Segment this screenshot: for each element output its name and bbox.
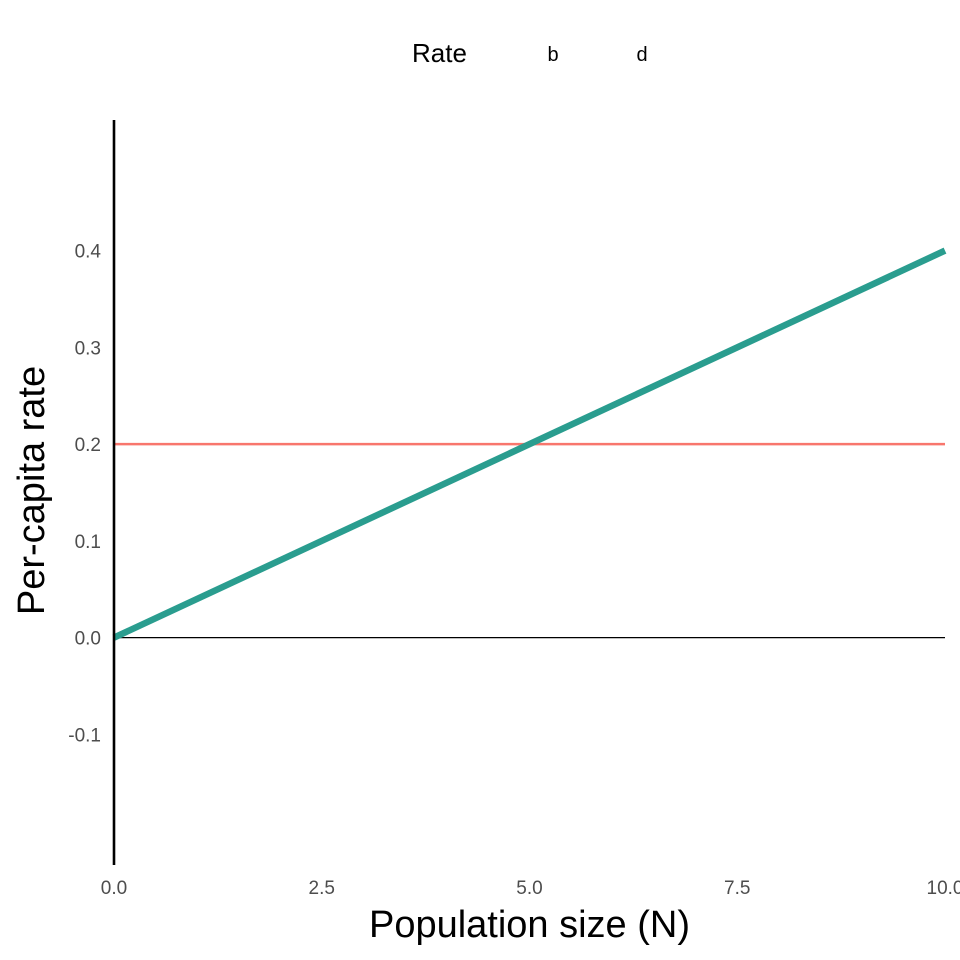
y-tick-label: -0.1 <box>68 725 101 746</box>
x-tick-label: 7.5 <box>724 878 750 899</box>
y-axis-tick-labels: -0.1 0.0 0.1 0.2 0.3 0.4 <box>68 242 101 747</box>
y-tick-label: 0.2 <box>75 435 101 456</box>
plot-area <box>112 120 947 865</box>
series-line-d <box>112 247 947 641</box>
x-axis-tick-labels: 0.0 2.5 5.0 7.5 10.0 <box>101 878 960 899</box>
series-lines <box>112 247 947 641</box>
x-axis-title: Population size (N) <box>369 904 690 946</box>
y-tick-label: 0.1 <box>75 532 101 553</box>
x-tick-label: 2.5 <box>309 878 335 899</box>
legend-label-b: b <box>547 44 558 66</box>
legend-label-d: d <box>636 44 647 66</box>
y-axis-title: Per-capita rate <box>11 366 53 615</box>
y-tick-label: 0.0 <box>75 629 101 650</box>
x-tick-label: 0.0 <box>101 878 127 899</box>
legend-title: Rate <box>412 38 467 68</box>
y-tick-label: 0.3 <box>75 338 101 359</box>
x-tick-label: 10.0 <box>927 878 960 899</box>
x-tick-label: 5.0 <box>516 878 542 899</box>
y-tick-label: 0.4 <box>75 242 102 263</box>
